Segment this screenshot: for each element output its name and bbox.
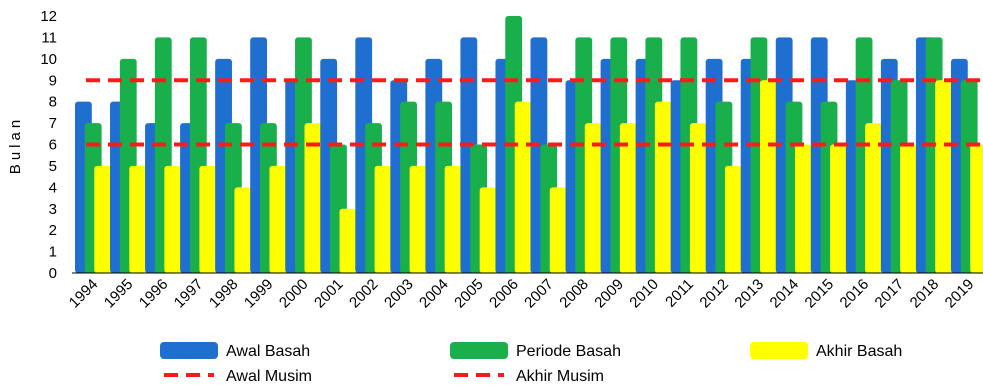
y-tick-label: 12	[40, 8, 57, 25]
x-tick-label: 1999	[241, 276, 277, 312]
bar-akhir-basah	[269, 165, 287, 273]
legend-label-akhir-basah: Akhir Basah	[816, 343, 902, 360]
y-tick-label: 6	[49, 137, 57, 154]
bar-akhir-basah	[619, 123, 637, 273]
bar-akhir-basah	[970, 144, 983, 273]
x-tick-label: 1994	[66, 276, 102, 312]
bar-akhir-basah	[724, 165, 742, 273]
bar-akhir-basah	[830, 144, 847, 273]
x-tick-label: 2002	[346, 276, 382, 312]
bar-akhir-basah	[900, 144, 917, 273]
x-tick-label: 2012	[696, 276, 732, 312]
x-tick-label: 2001	[311, 276, 347, 312]
y-axis-label: Bulan	[7, 116, 24, 174]
legend-label-akhir-musim: Akhir Musim	[516, 368, 604, 385]
legend-swatch-periode-basah	[450, 342, 508, 359]
bar-akhir-basah	[514, 101, 532, 274]
x-tick-label: 1998	[206, 276, 242, 312]
bar-akhir-basah	[94, 165, 112, 273]
bar-akhir-basah	[444, 165, 462, 273]
bar-akhir-basah	[339, 208, 357, 273]
bar-akhir-basah	[549, 187, 567, 273]
legend-label-periode-basah: Periode Basah	[516, 343, 621, 360]
bar-akhir-basah	[760, 80, 777, 273]
legend-label-awal-musim: Awal Musim	[226, 368, 312, 385]
x-tick-label: 2017	[872, 276, 908, 312]
x-tick-label: 2008	[556, 276, 592, 312]
x-tick-label: 2004	[416, 276, 452, 312]
x-tick-label: 2019	[942, 276, 978, 312]
y-tick-label: 11	[41, 29, 57, 46]
bar-akhir-basah	[164, 165, 182, 273]
y-tick-label: 4	[49, 179, 57, 196]
x-tick-label: 2018	[907, 276, 943, 312]
x-tick-label: 1997	[171, 276, 207, 312]
legend-label-awal-basah: Awal Basah	[226, 343, 310, 360]
legend-swatch-akhir-basah	[750, 342, 808, 359]
x-tick-label: 2003	[381, 276, 417, 312]
x-tick-label: 2016	[837, 276, 873, 312]
bar-akhir-basah	[374, 165, 392, 273]
x-tick-label: 2014	[766, 276, 802, 312]
x-tick-label: 2000	[276, 276, 312, 312]
x-tick-label: 2005	[451, 276, 487, 312]
y-tick-label: 9	[49, 72, 57, 89]
y-tick-label: 2	[49, 222, 57, 239]
x-tick-label: 2015	[802, 276, 838, 312]
bar-akhir-basah	[689, 123, 707, 273]
bar-akhir-basah	[199, 165, 217, 273]
x-tick-label: 2006	[486, 276, 522, 312]
x-tick-label: 1996	[136, 276, 172, 312]
x-tick-label: 2011	[662, 276, 697, 311]
bar-akhir-basah	[409, 165, 427, 273]
bars	[75, 16, 983, 274]
legend: Awal Basah Periode Basah Akhir Basah Awal M…	[160, 342, 902, 385]
y-tick-label: 8	[49, 94, 57, 111]
reference-lines	[86, 78, 983, 147]
x-tick-label: 1995	[101, 276, 137, 312]
bar-akhir-basah	[129, 165, 147, 273]
y-tick-label: 1	[49, 244, 57, 261]
bar-akhir-basah	[795, 144, 812, 273]
x-tick-label: 2013	[731, 276, 767, 312]
bar-akhir-basah	[584, 123, 602, 273]
bar-akhir-basah	[865, 123, 882, 273]
bar-akhir-basah	[304, 123, 322, 273]
x-tick-label: 2010	[626, 276, 662, 312]
legend-swatch-awal-basah	[160, 342, 218, 359]
y-tick-label: 5	[49, 158, 57, 175]
y-tick-label: 0	[49, 265, 57, 282]
y-tick-label: 3	[49, 201, 57, 218]
bar-akhir-basah	[479, 187, 497, 273]
x-tick-label: 2007	[521, 276, 557, 312]
y-tick-label: 7	[49, 115, 57, 132]
bar-akhir-basah	[654, 101, 672, 274]
bar-akhir-basah	[234, 187, 252, 273]
bar-akhir-basah	[935, 80, 953, 273]
x-axis: 1994 1995 1996 1997 1998 1999 2000 2001 2002 2003…	[66, 276, 978, 312]
y-tick-label: 10	[40, 51, 57, 68]
x-tick-label: 2009	[591, 276, 627, 312]
